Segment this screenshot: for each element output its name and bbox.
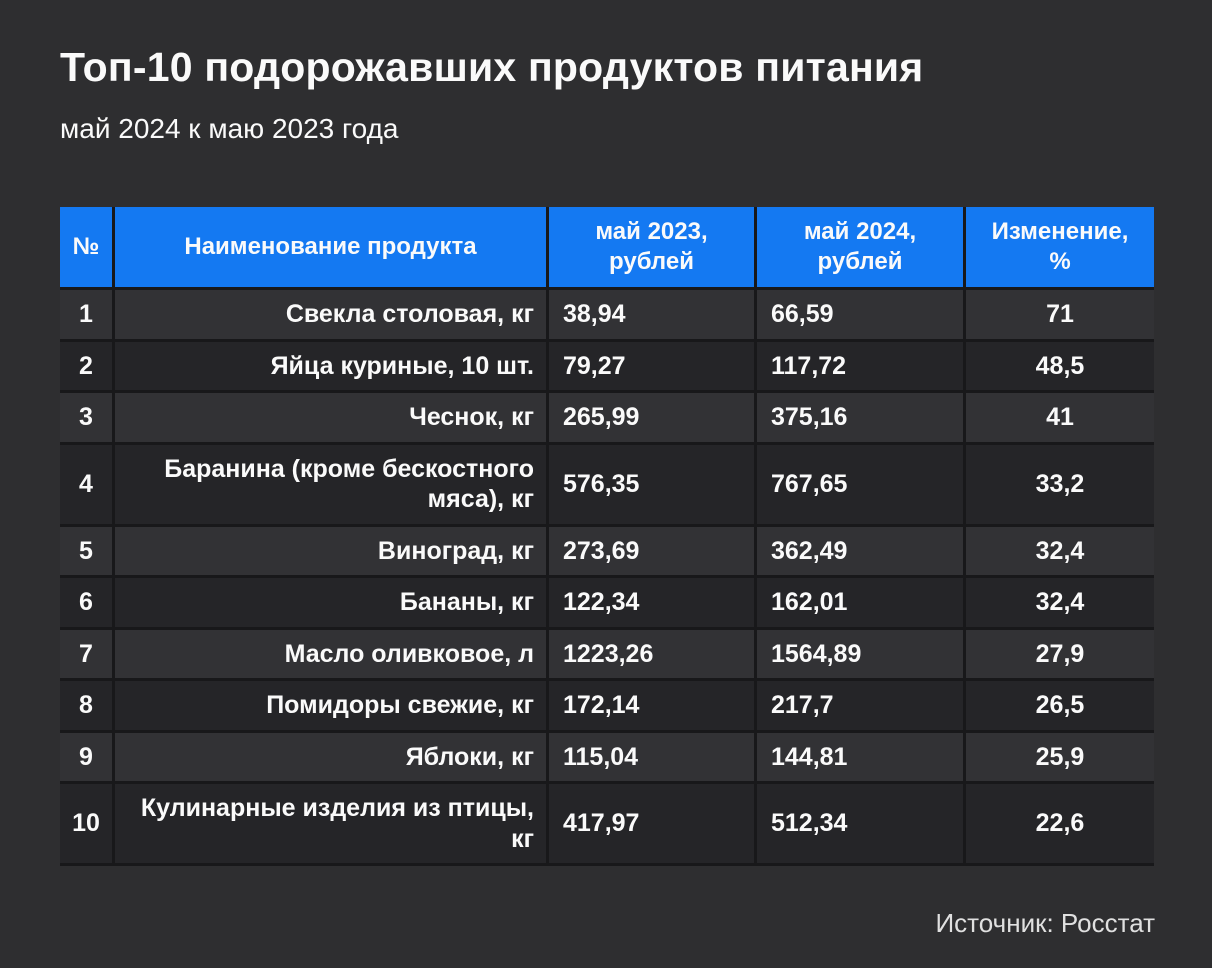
table-header-row: № Наименование продукта май 2023, рублей… bbox=[60, 207, 1154, 287]
change-percent-cell: 26,5 bbox=[963, 681, 1154, 730]
column-header-number: № bbox=[60, 207, 112, 287]
column-header-may-2024: май 2024, рублей bbox=[754, 207, 963, 287]
table-row: 6 Бананы, кг 122,34 162,01 32,4 bbox=[60, 575, 1154, 627]
product-name-cell: Свекла столовая, кг bbox=[112, 290, 546, 339]
page-subtitle: май 2024 к маю 2023 года bbox=[60, 113, 399, 144]
row-number-cell: 2 bbox=[60, 341, 112, 390]
table-row: 1 Свекла столовая, кг 38,94 66,59 71 bbox=[60, 287, 1154, 339]
price-may-2024-cell: 217,7 bbox=[754, 681, 963, 730]
price-may-2023-cell: 172,14 bbox=[546, 681, 754, 730]
change-percent-cell: 32,4 bbox=[963, 578, 1154, 627]
price-may-2023-cell: 38,94 bbox=[546, 290, 754, 339]
product-name-cell: Яблоки, кг bbox=[112, 732, 546, 781]
change-percent-cell: 27,9 bbox=[963, 629, 1154, 678]
price-table: № Наименование продукта май 2023, рублей… bbox=[60, 207, 1154, 866]
row-number-cell: 1 bbox=[60, 290, 112, 339]
price-may-2024-cell: 117,72 bbox=[754, 341, 963, 390]
column-header-may-2023: май 2023, рублей bbox=[546, 207, 754, 287]
column-header-change-percent: Изменение, % bbox=[963, 207, 1154, 287]
table-row: 4 Баранина (кроме бескостного мяса), кг … bbox=[60, 441, 1154, 524]
price-may-2024-cell: 362,49 bbox=[754, 526, 963, 575]
table-row: 10 Кулинарные изделия из птицы, кг 417,9… bbox=[60, 781, 1154, 863]
row-number-cell: 9 bbox=[60, 732, 112, 781]
change-percent-cell: 33,2 bbox=[963, 444, 1154, 524]
page-title: Топ-10 подорожавших продуктов питания bbox=[60, 44, 924, 90]
change-percent-cell: 41 bbox=[963, 393, 1154, 442]
product-name-cell: Баранина (кроме бескостного мяса), кг bbox=[112, 444, 546, 524]
change-percent-cell: 71 bbox=[963, 290, 1154, 339]
row-number-cell: 3 bbox=[60, 393, 112, 442]
table-body: 1 Свекла столовая, кг 38,94 66,59 71 2 Я… bbox=[60, 287, 1154, 866]
price-may-2023-cell: 122,34 bbox=[546, 578, 754, 627]
price-may-2023-cell: 1223,26 bbox=[546, 629, 754, 678]
column-header-product-name: Наименование продукта bbox=[112, 207, 546, 287]
change-percent-cell: 32,4 bbox=[963, 526, 1154, 575]
row-number-cell: 6 bbox=[60, 578, 112, 627]
row-number-cell: 8 bbox=[60, 681, 112, 730]
product-name-cell: Бананы, кг bbox=[112, 578, 546, 627]
price-may-2024-cell: 1564,89 bbox=[754, 629, 963, 678]
table-row: 9 Яблоки, кг 115,04 144,81 25,9 bbox=[60, 729, 1154, 781]
source-caption: Источник: Росстат bbox=[935, 908, 1155, 938]
price-may-2024-cell: 66,59 bbox=[754, 290, 963, 339]
price-may-2024-cell: 375,16 bbox=[754, 393, 963, 442]
product-name-cell: Виноград, кг bbox=[112, 526, 546, 575]
table-row: 5 Виноград, кг 273,69 362,49 32,4 bbox=[60, 523, 1154, 575]
price-may-2024-cell: 144,81 bbox=[754, 732, 963, 781]
product-name-cell: Чеснок, кг bbox=[112, 393, 546, 442]
price-may-2024-cell: 162,01 bbox=[754, 578, 963, 627]
change-percent-cell: 25,9 bbox=[963, 732, 1154, 781]
price-may-2024-cell: 512,34 bbox=[754, 784, 963, 863]
price-may-2023-cell: 265,99 bbox=[546, 393, 754, 442]
price-may-2023-cell: 273,69 bbox=[546, 526, 754, 575]
row-number-cell: 5 bbox=[60, 526, 112, 575]
product-name-cell: Масло оливковое, л bbox=[112, 629, 546, 678]
product-name-cell: Помидоры свежие, кг bbox=[112, 681, 546, 730]
row-number-cell: 7 bbox=[60, 629, 112, 678]
product-name-cell: Кулинарные изделия из птицы, кг bbox=[112, 784, 546, 863]
product-name-cell: Яйца куриные, 10 шт. bbox=[112, 341, 546, 390]
table-row: 7 Масло оливковое, л 1223,26 1564,89 27,… bbox=[60, 626, 1154, 678]
price-may-2023-cell: 417,97 bbox=[546, 784, 754, 863]
change-percent-cell: 22,6 bbox=[963, 784, 1154, 863]
price-may-2023-cell: 79,27 bbox=[546, 341, 754, 390]
table-row: 8 Помидоры свежие, кг 172,14 217,7 26,5 bbox=[60, 678, 1154, 730]
row-number-cell: 10 bbox=[60, 784, 112, 863]
table-row: 2 Яйца куриные, 10 шт. 79,27 117,72 48,5 bbox=[60, 338, 1154, 390]
change-percent-cell: 48,5 bbox=[963, 341, 1154, 390]
price-may-2023-cell: 576,35 bbox=[546, 444, 754, 524]
table-row: 3 Чеснок, кг 265,99 375,16 41 bbox=[60, 390, 1154, 442]
price-may-2023-cell: 115,04 bbox=[546, 732, 754, 781]
price-may-2024-cell: 767,65 bbox=[754, 444, 963, 524]
row-number-cell: 4 bbox=[60, 444, 112, 524]
